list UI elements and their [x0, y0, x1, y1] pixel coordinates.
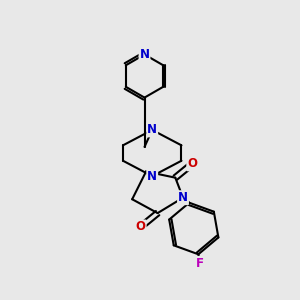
Text: N: N [147, 169, 157, 183]
Text: O: O [187, 157, 197, 170]
Text: N: N [178, 191, 188, 204]
Text: N: N [147, 123, 157, 136]
Text: F: F [196, 257, 204, 270]
Text: O: O [136, 220, 146, 233]
Text: N: N [140, 48, 149, 61]
